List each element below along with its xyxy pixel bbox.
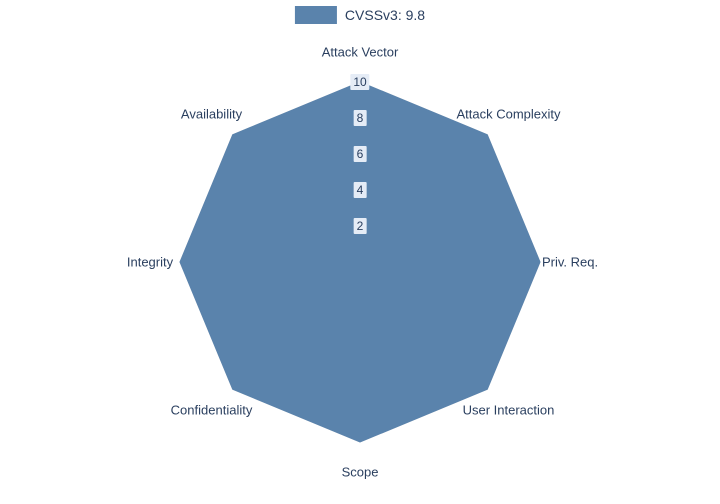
radar-tick-label: 8 — [354, 110, 367, 126]
radar-tick-label: 4 — [354, 182, 367, 198]
radar-tick-label: 2 — [354, 218, 367, 234]
radar-axis-label: Integrity — [127, 255, 173, 270]
radar-chart-container: CVSSv3: 9.8 Attack Vector Attack Complexi… — [0, 0, 720, 504]
radar-tick-label: 10 — [350, 74, 369, 90]
radar-axis-label: Attack Vector — [322, 45, 399, 60]
radar-axis-label: Attack Complexity — [456, 106, 560, 121]
legend-swatch — [295, 6, 337, 24]
legend: CVSSv3: 9.8 — [295, 6, 425, 24]
radar-axis-label: Confidentiality — [171, 403, 253, 418]
radar-axis-label: User Interaction — [463, 403, 555, 418]
radar-axis-label: Scope — [342, 465, 379, 480]
radar-axis-label: Availability — [181, 106, 242, 121]
legend-label: CVSSv3: 9.8 — [345, 7, 425, 23]
radar-tick-label: 6 — [354, 146, 367, 162]
radar-axis-label: Priv. Req. — [542, 255, 598, 270]
radar-series — [180, 82, 540, 442]
